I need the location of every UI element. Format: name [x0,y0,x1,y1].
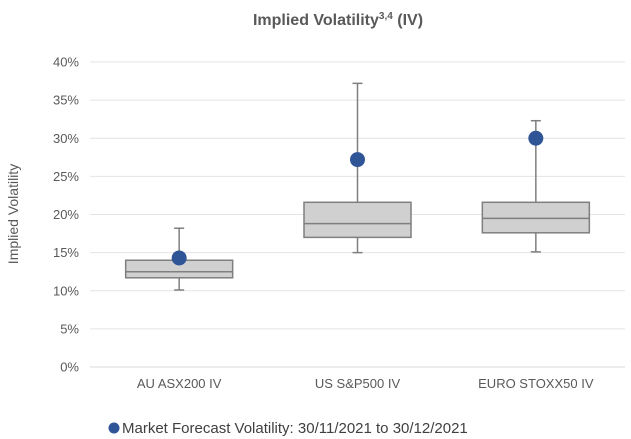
forecast-point [350,152,365,168]
y-tick-label: 40% [53,55,79,70]
y-tick-label: 5% [60,321,79,336]
y-tick-label: 15% [53,245,79,260]
y-axis-ticks: 0% 5% 10% 15% 20% 25% 30% 35% 40% [53,55,79,375]
box-plot [303,82,412,254]
x-axis-ticks: AU ASX200 IV US S&P500 IV EURO STOXX50 IV [137,376,594,391]
box-plots [124,82,591,291]
box [481,201,591,234]
legend: Market Forecast Volatility: 30/11/2021 t… [108,420,468,437]
y-tick-label: 30% [53,131,79,146]
legend-marker-icon [108,422,120,434]
y-tick-label: 20% [53,207,79,222]
x-tick-label: AU ASX200 IV [137,376,222,391]
y-tick-label: 10% [53,283,79,298]
y-tick-label: 35% [53,93,79,108]
box [303,201,412,239]
y-tick-label: 25% [53,169,79,184]
y-tick-label: 0% [60,360,79,375]
x-tick-label: EURO STOXX50 IV [478,376,594,391]
y-axis-title: Implied Volatility [5,164,21,264]
chart-title: Implied Volatility3,4 (IV) [253,11,423,29]
chart-title-superscript: 3,4 [379,11,393,22]
forecast-point [528,130,544,146]
forecast-markers [171,130,544,266]
chart-title-suffix: (IV) [393,12,423,29]
x-tick-label: US S&P500 IV [315,376,401,391]
forecast-point [171,250,187,266]
box-plot [481,119,591,253]
legend-label: Market Forecast Volatility: 30/11/2021 t… [122,420,468,437]
chart-title-main: Implied Volatility [253,12,379,29]
box-plot [124,227,234,291]
